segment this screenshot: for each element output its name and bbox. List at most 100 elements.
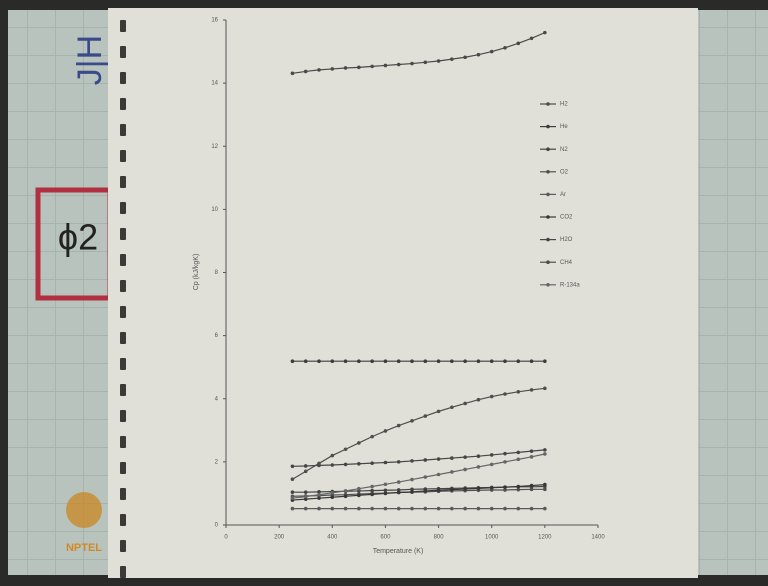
hole (120, 332, 126, 344)
data-point (423, 458, 427, 462)
data-point (463, 359, 467, 363)
data-point (384, 64, 388, 68)
data-point (450, 57, 454, 61)
data-point (410, 490, 414, 494)
data-point (503, 392, 507, 396)
data-point (423, 507, 427, 511)
data-point (516, 507, 520, 511)
data-point (437, 59, 441, 63)
data-point (516, 458, 520, 462)
data-point (357, 507, 361, 511)
data-point (357, 494, 361, 498)
data-point (370, 65, 374, 69)
legend-marker (546, 283, 550, 287)
data-point (330, 463, 334, 467)
hole (120, 124, 126, 136)
hole (120, 176, 126, 188)
data-point (344, 507, 348, 511)
data-point (477, 398, 481, 402)
data-point (530, 507, 534, 511)
data-point (344, 447, 348, 451)
data-point (357, 66, 361, 70)
hole (120, 202, 126, 214)
hole (120, 358, 126, 370)
hole (120, 20, 126, 32)
data-point (490, 50, 494, 54)
y-axis-label: Cp (kJ/kgK) (193, 254, 200, 291)
data-point (490, 486, 494, 490)
legend-marker (546, 215, 550, 219)
data-point (530, 488, 534, 492)
data-point (370, 435, 374, 439)
data-point (344, 359, 348, 363)
data-point (530, 484, 534, 488)
data-point (357, 487, 361, 491)
data-point (503, 485, 507, 489)
hole (120, 228, 126, 240)
data-point (450, 405, 454, 409)
data-point (450, 507, 454, 511)
data-point (384, 461, 388, 465)
data-point (543, 448, 547, 452)
data-point (477, 454, 481, 458)
x-tick-label: 200 (274, 535, 285, 541)
data-point (450, 470, 454, 474)
hole (120, 306, 126, 318)
x-tick-label: 1400 (591, 535, 605, 541)
data-point (516, 42, 520, 46)
data-point (384, 492, 388, 496)
data-point (357, 359, 361, 363)
y-tick-label: 16 (211, 18, 218, 24)
data-point (410, 507, 414, 511)
hole (120, 514, 126, 526)
legend-marker (546, 193, 550, 197)
data-point (291, 507, 295, 511)
data-point (503, 359, 507, 363)
data-point (543, 31, 547, 35)
data-point (437, 507, 441, 511)
hole (120, 462, 126, 474)
data-point (423, 60, 427, 64)
data-point (437, 473, 441, 477)
hole (120, 280, 126, 292)
data-point (450, 456, 454, 460)
data-point (437, 457, 441, 461)
data-point (530, 388, 534, 392)
data-point (291, 359, 295, 363)
legend-marker (546, 260, 550, 264)
x-tick-label: 600 (380, 535, 391, 541)
legend-label: H2O (560, 237, 573, 243)
data-point (410, 62, 414, 66)
data-point (317, 507, 321, 511)
data-point (503, 452, 507, 456)
data-point (330, 359, 334, 363)
legend-marker (546, 125, 550, 129)
data-point (477, 359, 481, 363)
data-point (516, 488, 520, 492)
data-point (463, 55, 467, 59)
x-tick-label: 1000 (485, 535, 499, 541)
data-point (291, 496, 295, 500)
data-point (423, 489, 427, 493)
data-point (490, 463, 494, 467)
board-note: J|H (71, 35, 109, 85)
hole (120, 436, 126, 448)
data-point (516, 451, 520, 455)
data-point (516, 359, 520, 363)
data-point (477, 487, 481, 491)
x-axis-label: Temperature (K) (373, 548, 424, 555)
data-point (317, 359, 321, 363)
data-point (330, 491, 334, 495)
data-point (344, 66, 348, 70)
data-point (397, 424, 401, 428)
data-point (397, 507, 401, 511)
data-point (304, 464, 308, 468)
data-point (503, 460, 507, 464)
legend-label: N2 (560, 147, 568, 153)
data-point (397, 480, 401, 484)
data-point (317, 68, 321, 72)
data-point (317, 493, 321, 497)
data-point (370, 507, 374, 511)
data-point (450, 488, 454, 492)
x-tick-label: 800 (434, 535, 445, 541)
